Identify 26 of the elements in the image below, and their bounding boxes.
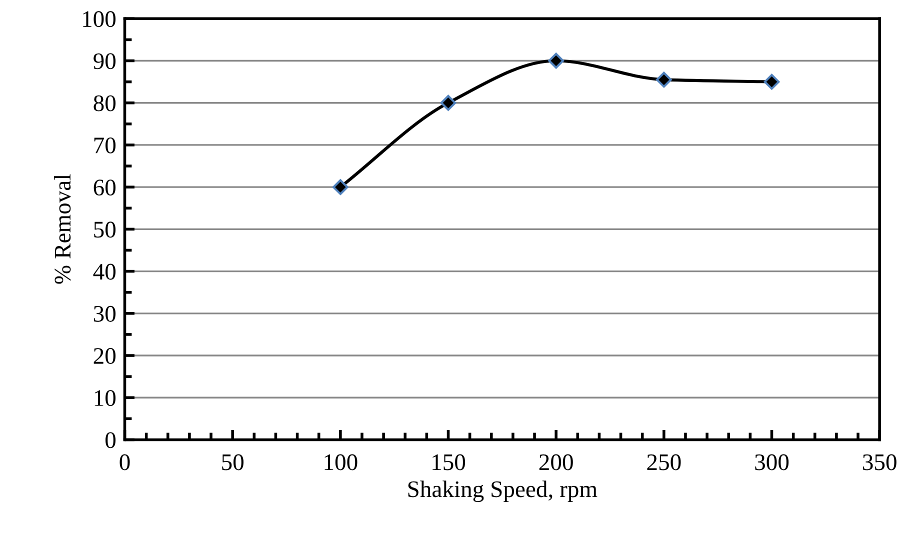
y-tick-label: 40	[93, 264, 116, 280]
y-tick-label: 70	[94, 137, 116, 154]
x-tick-label: 0	[120, 454, 130, 470]
x-tick-label: 350	[863, 454, 896, 470]
y-tick-label: 80	[94, 95, 116, 112]
y-axis-title: % Removal	[54, 174, 71, 284]
point	[656, 72, 672, 88]
point	[764, 74, 780, 90]
y-tick-label: 60	[94, 180, 116, 196]
y-tick-label: 20	[94, 348, 116, 364]
point	[332, 179, 348, 196]
point	[548, 52, 564, 69]
x-tick-label: 200	[539, 454, 573, 470]
x-tick-label: 250	[647, 454, 681, 470]
point	[440, 94, 456, 111]
x-tick-label: 100	[324, 454, 358, 470]
x-axis-title: Shaking Speed, rpm	[408, 480, 598, 502]
x-tick-label: 50	[222, 454, 244, 470]
y-tick-label: 0	[106, 432, 116, 448]
y-tick-label: 10	[94, 390, 116, 406]
y-tick-label: 30	[94, 306, 116, 322]
y-tick-label: 50	[94, 222, 116, 238]
x-tick-label: 300	[755, 454, 789, 470]
y-tick-label: 90	[94, 53, 116, 70]
y-tick-label: 100	[83, 11, 116, 28]
x-tick-label: 150	[432, 454, 466, 470]
